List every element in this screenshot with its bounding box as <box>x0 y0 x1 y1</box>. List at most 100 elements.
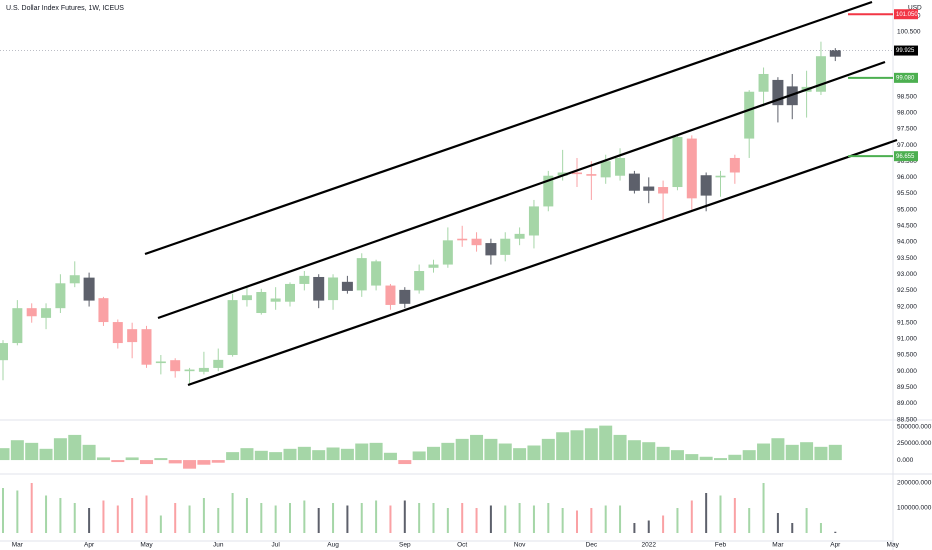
bar <box>326 447 340 461</box>
x-tick-label: Aug <box>327 542 339 549</box>
marks <box>0 41 893 533</box>
bar <box>125 457 139 461</box>
x-tick-label: Apr <box>830 542 841 549</box>
trend-line <box>157 60 886 320</box>
bar <box>446 508 449 533</box>
candle-body <box>141 329 152 365</box>
y-tick-label: 250000.000 <box>897 440 932 447</box>
y-tick-label: 100.500 <box>897 29 921 36</box>
bar <box>532 505 535 533</box>
bar <box>670 450 684 461</box>
x-tick-label: 2022 <box>642 542 657 549</box>
bar <box>10 440 24 461</box>
bar <box>814 446 828 461</box>
bar <box>289 503 291 533</box>
bar <box>590 508 593 533</box>
bar <box>699 456 713 461</box>
candle-body <box>471 238 482 246</box>
candle-body <box>41 308 52 318</box>
x-tick-label: Jul <box>271 542 280 549</box>
x-tick-label: Oct <box>457 542 467 549</box>
y-tick-label: 93.000 <box>897 271 917 278</box>
candle-body <box>543 175 554 207</box>
bar <box>455 438 469 461</box>
bar <box>714 458 727 461</box>
bar <box>584 428 598 461</box>
x-tick-label: Nov <box>514 542 526 549</box>
y-tick-label: 93.500 <box>897 255 917 262</box>
y-tick-label: 98.500 <box>897 93 917 100</box>
candle-body <box>170 360 181 372</box>
bar <box>599 425 613 461</box>
candle-body <box>686 138 697 199</box>
y-tick-label: 89.000 <box>897 400 917 407</box>
candle-body <box>184 369 195 372</box>
x-tick-label: Apr <box>84 542 95 549</box>
bar <box>771 438 785 461</box>
bar <box>88 508 91 533</box>
x-tick-label: Feb <box>715 542 727 549</box>
bar <box>676 508 679 533</box>
candle-body <box>485 243 497 256</box>
candle-body <box>514 233 525 239</box>
bar <box>570 430 584 461</box>
x-tick-label: Jun <box>213 542 224 549</box>
bar <box>274 505 277 533</box>
y-tick-label: 95.500 <box>897 190 917 197</box>
bar <box>705 493 708 533</box>
bar <box>541 438 555 461</box>
bar <box>303 500 306 533</box>
bar <box>53 438 67 461</box>
x-tick-label: May <box>887 542 900 549</box>
bar <box>45 495 48 533</box>
y-tick-label: 91.500 <box>897 319 917 326</box>
y-tick-label: 90.000 <box>897 368 917 375</box>
candle-body <box>341 281 353 291</box>
currency: USD <box>908 5 922 12</box>
bar <box>633 523 636 533</box>
candle-body <box>213 359 224 368</box>
bar <box>375 500 378 533</box>
y-tick-label: 100000.000 <box>897 505 932 512</box>
candle-body <box>285 283 295 302</box>
bar <box>757 443 771 461</box>
candle-body <box>829 50 841 57</box>
trend-line <box>144 0 873 256</box>
bar <box>627 440 641 461</box>
y-tick-label: 97.500 <box>897 126 917 133</box>
bar <box>217 508 220 533</box>
bar <box>389 505 392 533</box>
candle-body <box>399 289 411 304</box>
bar <box>432 503 435 533</box>
bar <box>269 452 283 461</box>
bar <box>412 451 426 461</box>
bar <box>197 460 211 465</box>
candle-body <box>69 275 80 284</box>
price-label: 101.050 <box>896 12 918 18</box>
bar <box>719 495 722 533</box>
bar <box>340 448 354 461</box>
bar <box>834 531 837 533</box>
bar <box>748 508 751 533</box>
bar <box>498 443 512 461</box>
y-tick-label: 92.500 <box>897 287 917 294</box>
bar <box>312 450 326 461</box>
bar <box>383 452 397 461</box>
bar <box>527 445 541 461</box>
bar <box>226 452 240 461</box>
candle-body <box>0 343 8 361</box>
bar <box>547 503 550 533</box>
bar <box>245 498 248 533</box>
candle-body <box>270 298 281 302</box>
bar <box>484 438 498 461</box>
y-tick-label: 88.500 <box>897 416 917 423</box>
bar <box>0 448 10 461</box>
bar <box>96 457 110 461</box>
bar <box>82 444 96 461</box>
bar <box>398 460 412 465</box>
candle-body <box>98 298 109 323</box>
bar <box>776 513 779 533</box>
candle-body <box>26 308 37 317</box>
bar <box>145 495 148 533</box>
bar <box>202 498 205 533</box>
